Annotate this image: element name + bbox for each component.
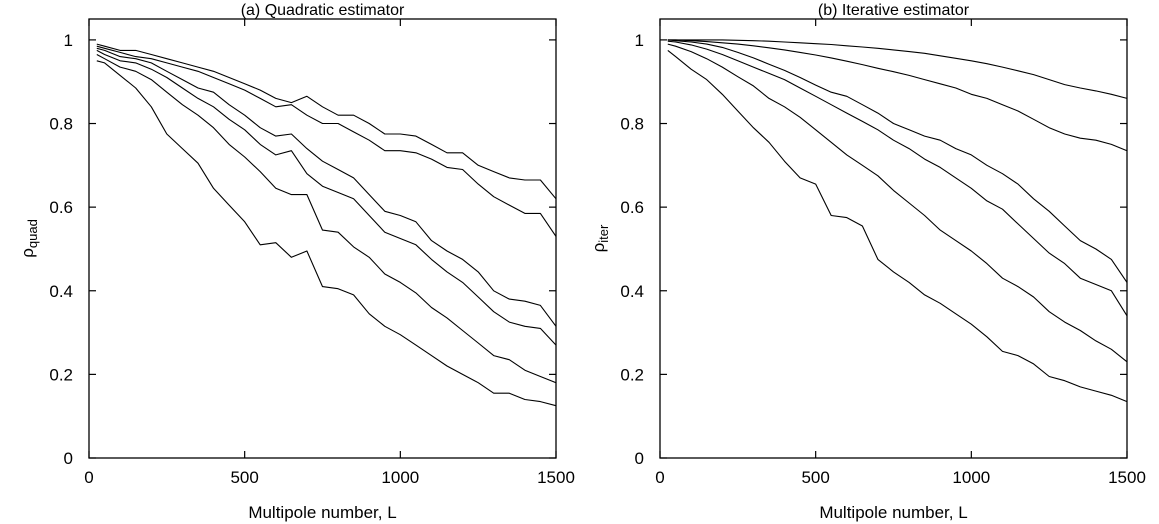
series-line-3 <box>667 39 1128 283</box>
panel-iterative-estimator: (b) Iterative estimator Multipole number… <box>589 2 1146 522</box>
y-tick-label: 0.4 <box>49 282 73 301</box>
y-axis-label-subscript: iter <box>596 224 611 243</box>
x-axis-label: Multipole number, L <box>819 503 967 522</box>
y-tick-label: 0.8 <box>49 115 73 134</box>
y-tick-label: 0.6 <box>49 198 73 217</box>
x-tick-label: 1500 <box>537 468 575 487</box>
series-line-1 <box>667 39 1128 99</box>
series-line-3 <box>96 47 557 327</box>
series-line-4 <box>96 49 557 346</box>
panel-quadratic-estimator: (a) Quadratic estimator Multipole number… <box>18 2 575 522</box>
x-tick-label: 0 <box>84 468 93 487</box>
y-tick-label: 1 <box>635 31 644 50</box>
y-tick-label: 0 <box>635 449 644 468</box>
x-tick-label: 0 <box>655 468 664 487</box>
y-tick-label: 0.6 <box>620 198 644 217</box>
y-tick-label: 0.2 <box>620 365 644 384</box>
plot-frame <box>88 18 557 459</box>
y-tick-label: 0.8 <box>620 115 644 134</box>
x-tick-label: 1000 <box>952 468 990 487</box>
y-tick-label: 0.2 <box>49 365 73 384</box>
x-tick-label: 500 <box>801 468 829 487</box>
series-line-2 <box>96 45 557 237</box>
x-tick-label: 1000 <box>381 468 419 487</box>
chart-title: (b) Iterative estimator <box>818 2 970 19</box>
x-axis-label: Multipole number, L <box>248 503 396 522</box>
y-tick-label: 1 <box>64 31 73 50</box>
y-axis-label: ρiter <box>589 224 611 252</box>
series-line-6 <box>96 60 557 407</box>
series-line-5 <box>667 43 1128 363</box>
series-line-4 <box>667 40 1128 317</box>
y-tick-label: 0.4 <box>620 282 644 301</box>
series-line-1 <box>96 43 557 200</box>
x-tick-label: 500 <box>230 468 258 487</box>
y-tick-label: 0 <box>64 449 73 468</box>
y-axis-label-symbol: ρ <box>18 248 37 258</box>
series-line-2 <box>667 39 1128 152</box>
y-axis-label-subscript: quad <box>25 219 40 248</box>
x-tick-label: 1500 <box>1108 468 1146 487</box>
series-line-6 <box>667 49 1128 403</box>
plot-frame <box>659 18 1128 459</box>
y-axis-label: ρquad <box>18 219 40 258</box>
series-line-5 <box>96 54 557 384</box>
y-axis-label-symbol: ρ <box>589 243 608 253</box>
chart-title: (a) Quadratic estimator <box>241 2 405 19</box>
